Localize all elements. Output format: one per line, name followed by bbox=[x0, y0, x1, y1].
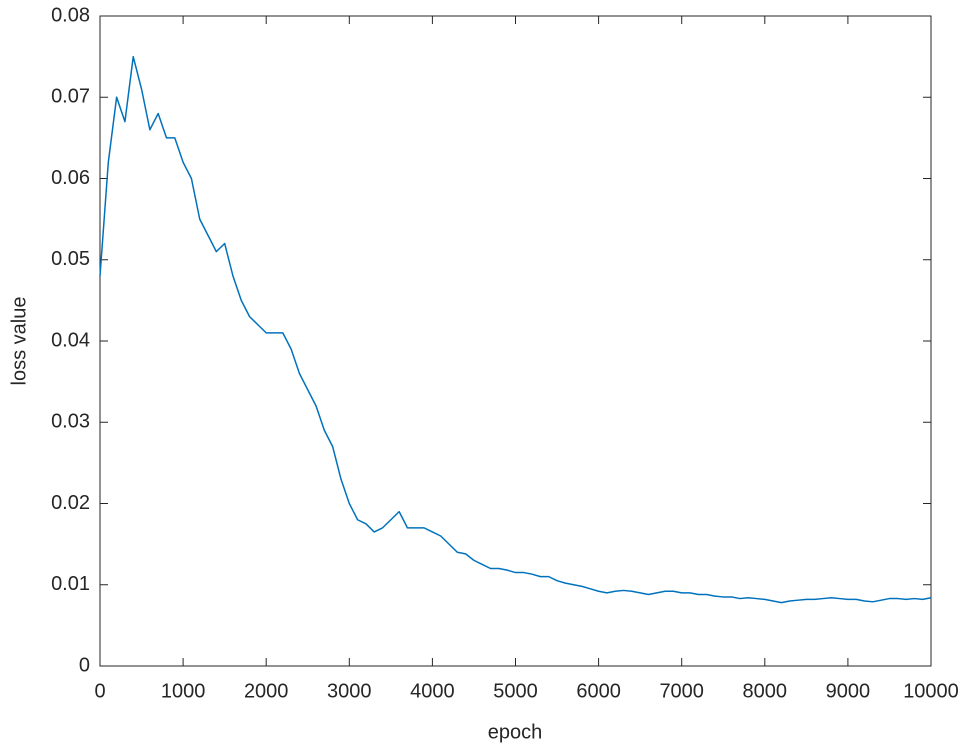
x-tick-label: 2000 bbox=[244, 680, 289, 702]
y-tick-label: 0 bbox=[79, 654, 90, 676]
x-tick-label: 7000 bbox=[659, 680, 704, 702]
x-tick-label: 3000 bbox=[327, 680, 372, 702]
y-tick-label: 0.02 bbox=[51, 492, 90, 514]
y-tick-label: 0.03 bbox=[51, 411, 90, 433]
y-tick-label: 0.05 bbox=[51, 248, 90, 270]
y-tick-label: 0.08 bbox=[51, 4, 90, 26]
x-tick-label: 0 bbox=[94, 680, 105, 702]
y-axis-label: loss value bbox=[8, 297, 30, 386]
x-tick-label: 10000 bbox=[903, 680, 959, 702]
x-tick-label: 6000 bbox=[576, 680, 621, 702]
x-tick-label: 9000 bbox=[826, 680, 871, 702]
x-tick-label: 8000 bbox=[743, 680, 788, 702]
y-tick-label: 0.01 bbox=[51, 573, 90, 595]
y-tick-label: 0.04 bbox=[51, 329, 90, 351]
loss-line bbox=[99, 55, 932, 604]
plot-box bbox=[99, 15, 932, 667]
x-tick-label: 5000 bbox=[493, 680, 538, 702]
y-tick-label: 0.07 bbox=[51, 86, 90, 108]
x-axis-label: epoch bbox=[488, 721, 543, 743]
x-tick-label: 4000 bbox=[410, 680, 455, 702]
y-tick-label: 0.06 bbox=[51, 167, 90, 189]
x-tick-label: 1000 bbox=[161, 680, 206, 702]
